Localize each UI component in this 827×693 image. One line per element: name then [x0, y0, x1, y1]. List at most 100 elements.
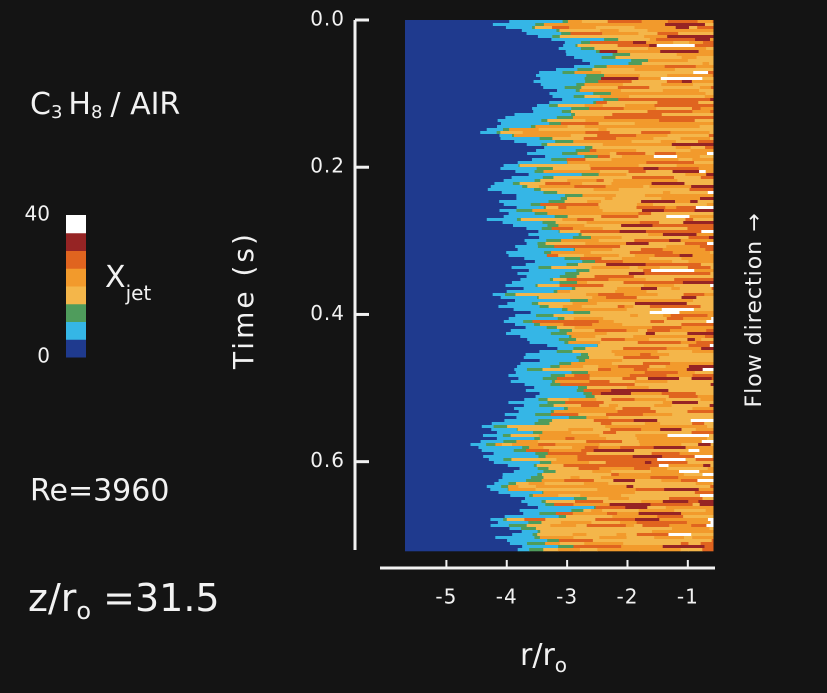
heatmap-cell	[671, 404, 711, 408]
heatmap-cell	[549, 422, 574, 426]
heatmap-cell	[670, 539, 713, 543]
heatmap-cell	[564, 257, 581, 261]
heatmap-cell	[581, 173, 600, 177]
heatmap-cell	[552, 95, 575, 99]
heatmap-cell	[478, 446, 523, 450]
heatmap-cell	[691, 377, 713, 381]
heatmap-cell	[570, 476, 580, 480]
heatmap-cell	[675, 140, 699, 144]
heatmap-cell	[577, 152, 611, 156]
heatmap-cell	[545, 500, 576, 504]
heatmap-cell	[692, 422, 705, 426]
heatmap-cell	[514, 323, 535, 327]
heatmap-cell	[508, 524, 528, 528]
heatmap-cell	[508, 401, 548, 405]
heatmap-cell	[709, 38, 714, 42]
heatmap-cell	[706, 437, 714, 441]
heatmap-cell	[405, 500, 522, 504]
heatmap-cell	[631, 422, 646, 426]
heatmap-cell	[560, 521, 592, 525]
heatmap-cell	[543, 470, 557, 474]
heatmap-cell	[648, 338, 688, 342]
heatmap-cell	[560, 179, 568, 183]
heatmap-cell	[553, 278, 568, 282]
heatmap-cell	[620, 89, 635, 93]
heatmap-cell	[693, 218, 714, 222]
heatmap-cell	[690, 419, 714, 423]
heatmap-cell	[405, 128, 488, 132]
heatmap-cell	[649, 344, 690, 348]
heatmap-cell	[583, 530, 618, 534]
heatmap-cell	[570, 299, 589, 303]
heatmap-cell	[585, 302, 598, 306]
heatmap-cell	[599, 206, 638, 210]
heatmap-cell	[674, 176, 702, 180]
heatmap-cell	[656, 227, 681, 231]
heatmap-cell	[542, 176, 554, 180]
heatmap-cell	[516, 482, 530, 486]
heatmap-cell	[645, 401, 664, 405]
heatmap-cell	[577, 218, 595, 222]
heatmap-cell	[552, 167, 592, 171]
heatmap-cell	[642, 524, 670, 528]
heatmap-cell	[534, 260, 583, 264]
heatmap-cell	[525, 263, 567, 267]
heatmap-cell	[596, 380, 611, 384]
heatmap-cell	[640, 338, 650, 342]
heatmap-cell	[672, 92, 706, 96]
heatmap-cell	[405, 188, 489, 192]
heatmap-cell	[664, 65, 697, 69]
heatmap-cell	[657, 32, 679, 36]
heatmap-cell	[543, 293, 574, 297]
heatmap-cell	[405, 236, 540, 240]
heatmap-cell	[512, 224, 548, 228]
heatmap-cell	[514, 140, 556, 144]
heatmap-cell	[596, 302, 636, 306]
heatmap-cell	[647, 329, 671, 333]
heatmap-cell	[405, 458, 490, 462]
heatmap-cell	[595, 518, 615, 522]
heatmap-cell	[661, 479, 682, 483]
heatmap-cell	[710, 110, 714, 114]
heatmap-cell	[638, 440, 678, 444]
heatmap-cell	[599, 434, 636, 438]
heatmap-cell	[693, 308, 714, 312]
heatmap-cell	[405, 359, 541, 363]
heatmap-cell	[672, 260, 689, 264]
heatmap-cell	[679, 254, 694, 258]
heatmap-cell	[592, 542, 624, 546]
heatmap-cell	[528, 521, 542, 525]
heatmap-cell	[668, 197, 701, 201]
heatmap-cell	[697, 401, 714, 405]
heatmap-cell	[706, 203, 714, 207]
heatmap-cell	[701, 230, 714, 234]
heatmap-cell	[600, 29, 620, 33]
heatmap-cell	[405, 431, 498, 435]
heatmap-cell	[574, 437, 607, 441]
heatmap-cell	[405, 407, 515, 411]
heatmap-cell	[405, 377, 519, 381]
heatmap-cell	[647, 29, 688, 33]
heatmap-cell	[695, 482, 713, 486]
heatmap-cell	[660, 422, 693, 426]
heatmap-cell	[405, 38, 552, 42]
heatmap-cell	[537, 182, 546, 186]
heatmap-cell	[519, 164, 546, 168]
heatmap-cell	[651, 452, 681, 456]
heatmap-cell	[567, 161, 608, 165]
heatmap-cell	[500, 167, 538, 171]
heatmap-cell	[564, 317, 575, 321]
heatmap-cell	[612, 254, 620, 258]
heatmap-cell	[547, 119, 586, 123]
heatmap-cell	[504, 515, 560, 519]
heatmap-cell	[701, 191, 709, 195]
heatmap-cell	[628, 98, 654, 102]
heatmap-cell	[556, 377, 591, 381]
heatmap-cell	[549, 101, 594, 105]
heatmap-cell	[701, 239, 714, 243]
heatmap-cell	[589, 380, 597, 384]
heatmap-cell	[583, 137, 617, 141]
heatmap-cell	[679, 128, 714, 132]
heatmap-cell	[555, 470, 593, 474]
heatmap-cell	[606, 296, 638, 300]
